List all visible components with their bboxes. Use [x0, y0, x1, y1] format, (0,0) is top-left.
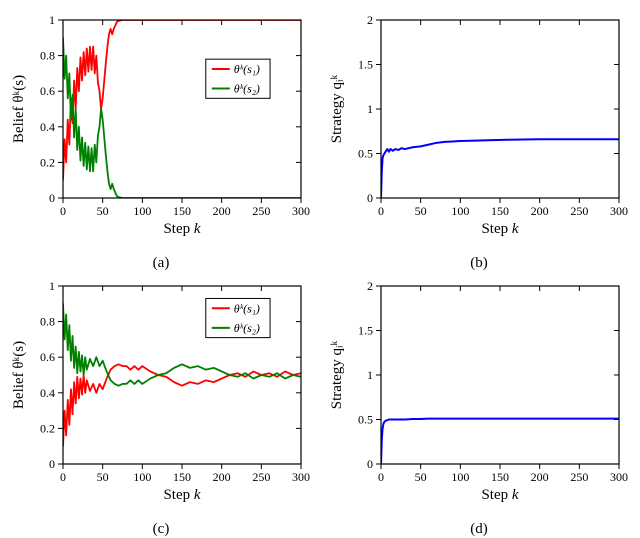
svg-text:50: 50	[415, 204, 427, 218]
svg-text:1.5: 1.5	[358, 58, 373, 72]
svg-text:0.8: 0.8	[40, 49, 55, 63]
panel-b: 0 50 100 150 200 250 300 0 0.5 1 1.5 2 Step k Strateg…	[322, 8, 636, 272]
svg-text:150: 150	[173, 470, 191, 484]
svg-text:200: 200	[531, 470, 549, 484]
svg-text:150: 150	[491, 470, 509, 484]
svg-text:0.6: 0.6	[40, 350, 55, 364]
svg-text:0.4: 0.4	[40, 386, 55, 400]
svg-text:150: 150	[173, 204, 191, 218]
svg-text:0.4: 0.4	[40, 120, 55, 134]
svg-text:300: 300	[610, 470, 628, 484]
svg-text:250: 250	[570, 470, 588, 484]
chart-b: 0 50 100 150 200 250 300 0 0.5 1 1.5 2 Step k Strateg…	[323, 8, 635, 253]
svg-text:0: 0	[49, 457, 55, 471]
caption-c: (c)	[153, 521, 170, 538]
svg-text:1: 1	[367, 102, 373, 116]
svg-text:Step k: Step k	[481, 221, 518, 237]
svg-text:100: 100	[451, 470, 469, 484]
svg-text:1: 1	[49, 13, 55, 27]
svg-text:Step k: Step k	[163, 221, 200, 237]
svg-text:50: 50	[97, 470, 109, 484]
svg-text:0: 0	[49, 191, 55, 205]
svg-text:200: 200	[213, 470, 231, 484]
svg-text:2: 2	[367, 13, 373, 27]
svg-text:1: 1	[367, 368, 373, 382]
svg-text:2: 2	[367, 279, 373, 293]
svg-text:θᵏ(s₁): θᵏ(s₁)	[234, 301, 260, 315]
svg-text:0.2: 0.2	[40, 155, 55, 169]
svg-text:0: 0	[378, 204, 384, 218]
svg-text:Strategy qᵢᵏ: Strategy qᵢᵏ	[329, 341, 345, 410]
svg-text:0: 0	[378, 470, 384, 484]
svg-text:0.8: 0.8	[40, 315, 55, 329]
svg-text:1: 1	[49, 279, 55, 293]
panel-c: 0 50 100 150 200 250 300 0 0.2 0.4 0.6 0.8 1 Step k Be…	[4, 274, 318, 538]
svg-text:0.5: 0.5	[358, 147, 373, 161]
panel-a: 0 50 100 150 200 250 300 0 0.2 0.4 0.6 0.8 1 Step k Be…	[4, 8, 318, 272]
svg-text:0: 0	[60, 470, 66, 484]
svg-text:θᵏ(s₂): θᵏ(s₂)	[234, 82, 260, 96]
svg-text:1.5: 1.5	[358, 324, 373, 338]
svg-text:Strategy qᵢᵏ: Strategy qᵢᵏ	[329, 75, 345, 144]
svg-text:0: 0	[367, 191, 373, 205]
svg-text:θᵏ(s₂): θᵏ(s₂)	[234, 321, 260, 335]
svg-text:Belief θᵏ(s): Belief θᵏ(s)	[11, 75, 27, 143]
caption-b: (b)	[470, 255, 488, 272]
chart-c: 0 50 100 150 200 250 300 0 0.2 0.4 0.6 0.8 1 Step k Be…	[5, 274, 317, 519]
svg-text:250: 250	[252, 470, 270, 484]
figure-grid: 05010015020025030000.20.40.60.81Step kBe…	[0, 0, 640, 535]
caption-d: (d)	[470, 521, 488, 538]
svg-text:100: 100	[451, 204, 469, 218]
svg-text:Step k: Step k	[481, 487, 518, 503]
svg-text:200: 200	[213, 204, 231, 218]
svg-text:100: 100	[133, 470, 151, 484]
svg-text:150: 150	[491, 204, 509, 218]
chart-a: 0 50 100 150 200 250 300 0 0.2 0.4 0.6 0.8 1 Step k Be…	[5, 8, 317, 253]
svg-text:300: 300	[292, 204, 310, 218]
svg-text:0: 0	[60, 204, 66, 218]
svg-text:0: 0	[367, 457, 373, 471]
caption-a: (a)	[153, 255, 170, 272]
svg-text:θᵏ(s₁): θᵏ(s₁)	[234, 62, 260, 76]
svg-text:Step k: Step k	[163, 487, 200, 503]
svg-text:300: 300	[610, 204, 628, 218]
svg-text:0.5: 0.5	[358, 413, 373, 427]
svg-text:250: 250	[570, 204, 588, 218]
svg-text:250: 250	[252, 204, 270, 218]
svg-text:200: 200	[531, 204, 549, 218]
panel-d: 0 50 100 150 200 250 300 0 0.5 1 1.5 2 Step k Strateg…	[322, 274, 636, 538]
chart-d: 0 50 100 150 200 250 300 0 0.5 1 1.5 2 Step k Strateg…	[323, 274, 635, 519]
svg-text:50: 50	[415, 470, 427, 484]
svg-text:Belief θᵏ(s): Belief θᵏ(s)	[11, 341, 27, 409]
svg-text:0.2: 0.2	[40, 421, 55, 435]
svg-text:0.6: 0.6	[40, 84, 55, 98]
svg-text:50: 50	[97, 204, 109, 218]
svg-text:100: 100	[133, 204, 151, 218]
svg-text:300: 300	[292, 470, 310, 484]
